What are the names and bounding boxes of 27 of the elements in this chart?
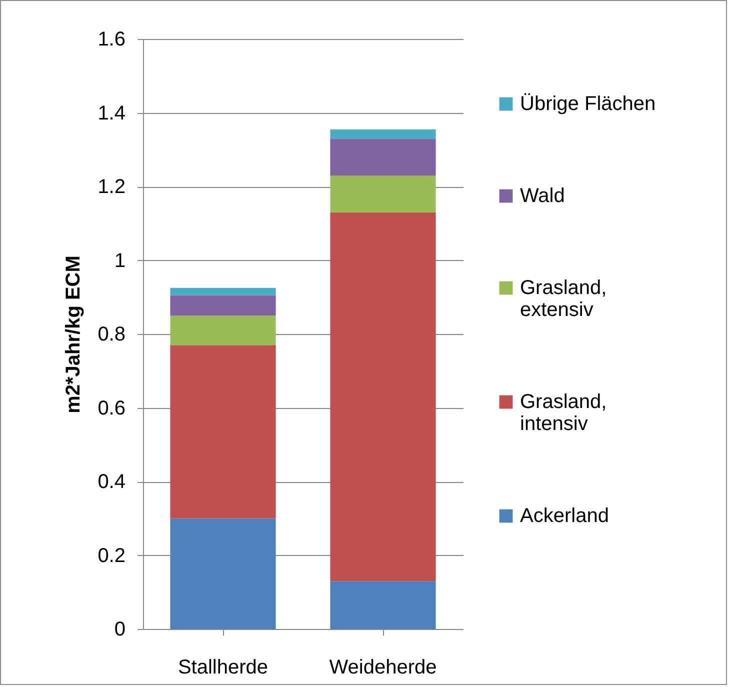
bar [330, 581, 436, 629]
legend-label: Ackerland [520, 505, 609, 527]
bar [170, 295, 276, 316]
bar [330, 212, 436, 582]
y-tick-label: 0.2 [98, 544, 126, 567]
bar [170, 288, 276, 296]
bar [330, 129, 436, 139]
y-tick-label: 0.4 [98, 471, 126, 493]
y-tick-label: 1.2 [98, 176, 126, 198]
bar [330, 138, 436, 176]
bar [170, 316, 276, 346]
y-tick-label: 1.6 [98, 28, 126, 50]
y-axis-title: m2*Jahr/kg ECM [62, 256, 85, 414]
legend-label: Grasland, extensiv [520, 277, 607, 321]
bar [330, 175, 436, 212]
y-tick-label: 0 [114, 618, 126, 640]
y-tick-label: 0.8 [98, 324, 126, 346]
legend-label: Wald [520, 185, 565, 207]
legend-label: Übrige Flächen [520, 93, 656, 115]
x-tick-label: Stallherde [178, 656, 268, 678]
y-tick-label: 0.6 [98, 397, 126, 420]
bar [170, 345, 276, 518]
x-tick-label: Weideherde [329, 656, 437, 678]
bar [170, 518, 276, 629]
y-tick-label: 1.4 [98, 102, 126, 124]
y-tick-label: 1 [114, 250, 126, 272]
legend-label: Grasland, intensiv [520, 391, 607, 435]
